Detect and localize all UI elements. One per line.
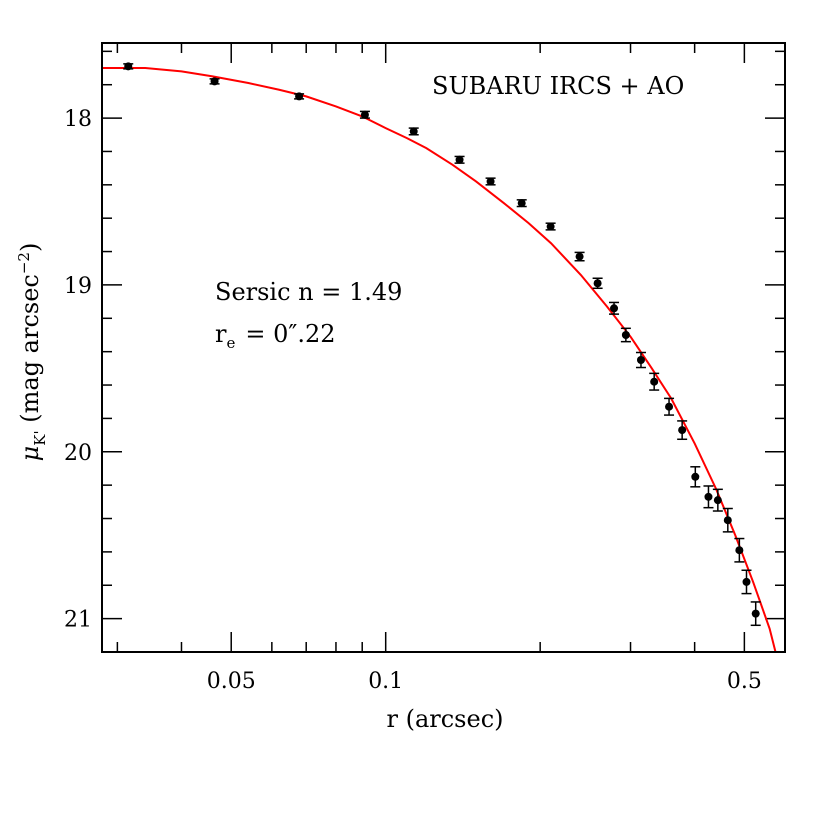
y-tick-label: 21 bbox=[64, 608, 92, 633]
data-point bbox=[360, 110, 369, 119]
data-point bbox=[678, 426, 687, 435]
x-tick-label: 0.05 bbox=[207, 669, 256, 694]
re-value: = 0″.22 bbox=[245, 320, 335, 348]
data-point bbox=[704, 492, 713, 501]
data-points-layer bbox=[123, 62, 761, 627]
data-point bbox=[751, 609, 760, 618]
data-point bbox=[735, 546, 744, 555]
data-point bbox=[742, 577, 751, 586]
data-point bbox=[691, 472, 700, 481]
data-point bbox=[636, 356, 645, 365]
data-point bbox=[486, 177, 495, 186]
data-point bbox=[713, 496, 722, 505]
re-subscript: e bbox=[226, 334, 235, 352]
tick-labels: 0.05 0.1 0.5 18 19 20 21 bbox=[64, 107, 762, 694]
plot-frame bbox=[101, 42, 786, 653]
data-point bbox=[575, 252, 584, 261]
y-axis-subscript: K' bbox=[31, 430, 49, 445]
data-point bbox=[409, 127, 418, 136]
sersic-index-label: Sersic n = 1.49 bbox=[215, 278, 402, 306]
data-point bbox=[517, 199, 526, 208]
y-tick-label: 18 bbox=[64, 107, 92, 132]
instrument-label: SUBARU IRCS + AO bbox=[432, 72, 684, 100]
data-point bbox=[621, 330, 630, 339]
data-point bbox=[546, 222, 555, 231]
x-tick-label: 0.5 bbox=[727, 669, 762, 694]
y-tick-label: 19 bbox=[64, 274, 92, 299]
y-axis-superscript: −2 bbox=[15, 252, 33, 274]
data-point bbox=[650, 377, 659, 386]
y-axis-title: μK' (mag arcsec−2) bbox=[15, 243, 49, 462]
x-tick-label: 0.1 bbox=[368, 669, 403, 694]
axis-ticks bbox=[102, 43, 785, 653]
x-axis-title: r (arcsec) bbox=[386, 705, 503, 733]
re-symbol: r bbox=[215, 320, 227, 348]
data-point bbox=[210, 77, 219, 86]
data-point bbox=[124, 62, 133, 71]
data-point bbox=[723, 516, 732, 525]
data-point bbox=[593, 279, 602, 288]
effective-radius-label: re = 0″.22 bbox=[215, 320, 336, 352]
data-point bbox=[665, 402, 674, 411]
data-point bbox=[610, 304, 619, 313]
data-point bbox=[295, 92, 304, 101]
y-axis-close: ) bbox=[16, 243, 44, 252]
y-tick-label: 20 bbox=[64, 441, 92, 466]
y-axis-symbol: μ bbox=[16, 446, 44, 462]
model-curve-layer bbox=[102, 67, 777, 653]
sersic-model-curve bbox=[102, 67, 777, 653]
data-point bbox=[455, 155, 464, 164]
y-axis-unit: (mag arcsec bbox=[16, 274, 44, 430]
